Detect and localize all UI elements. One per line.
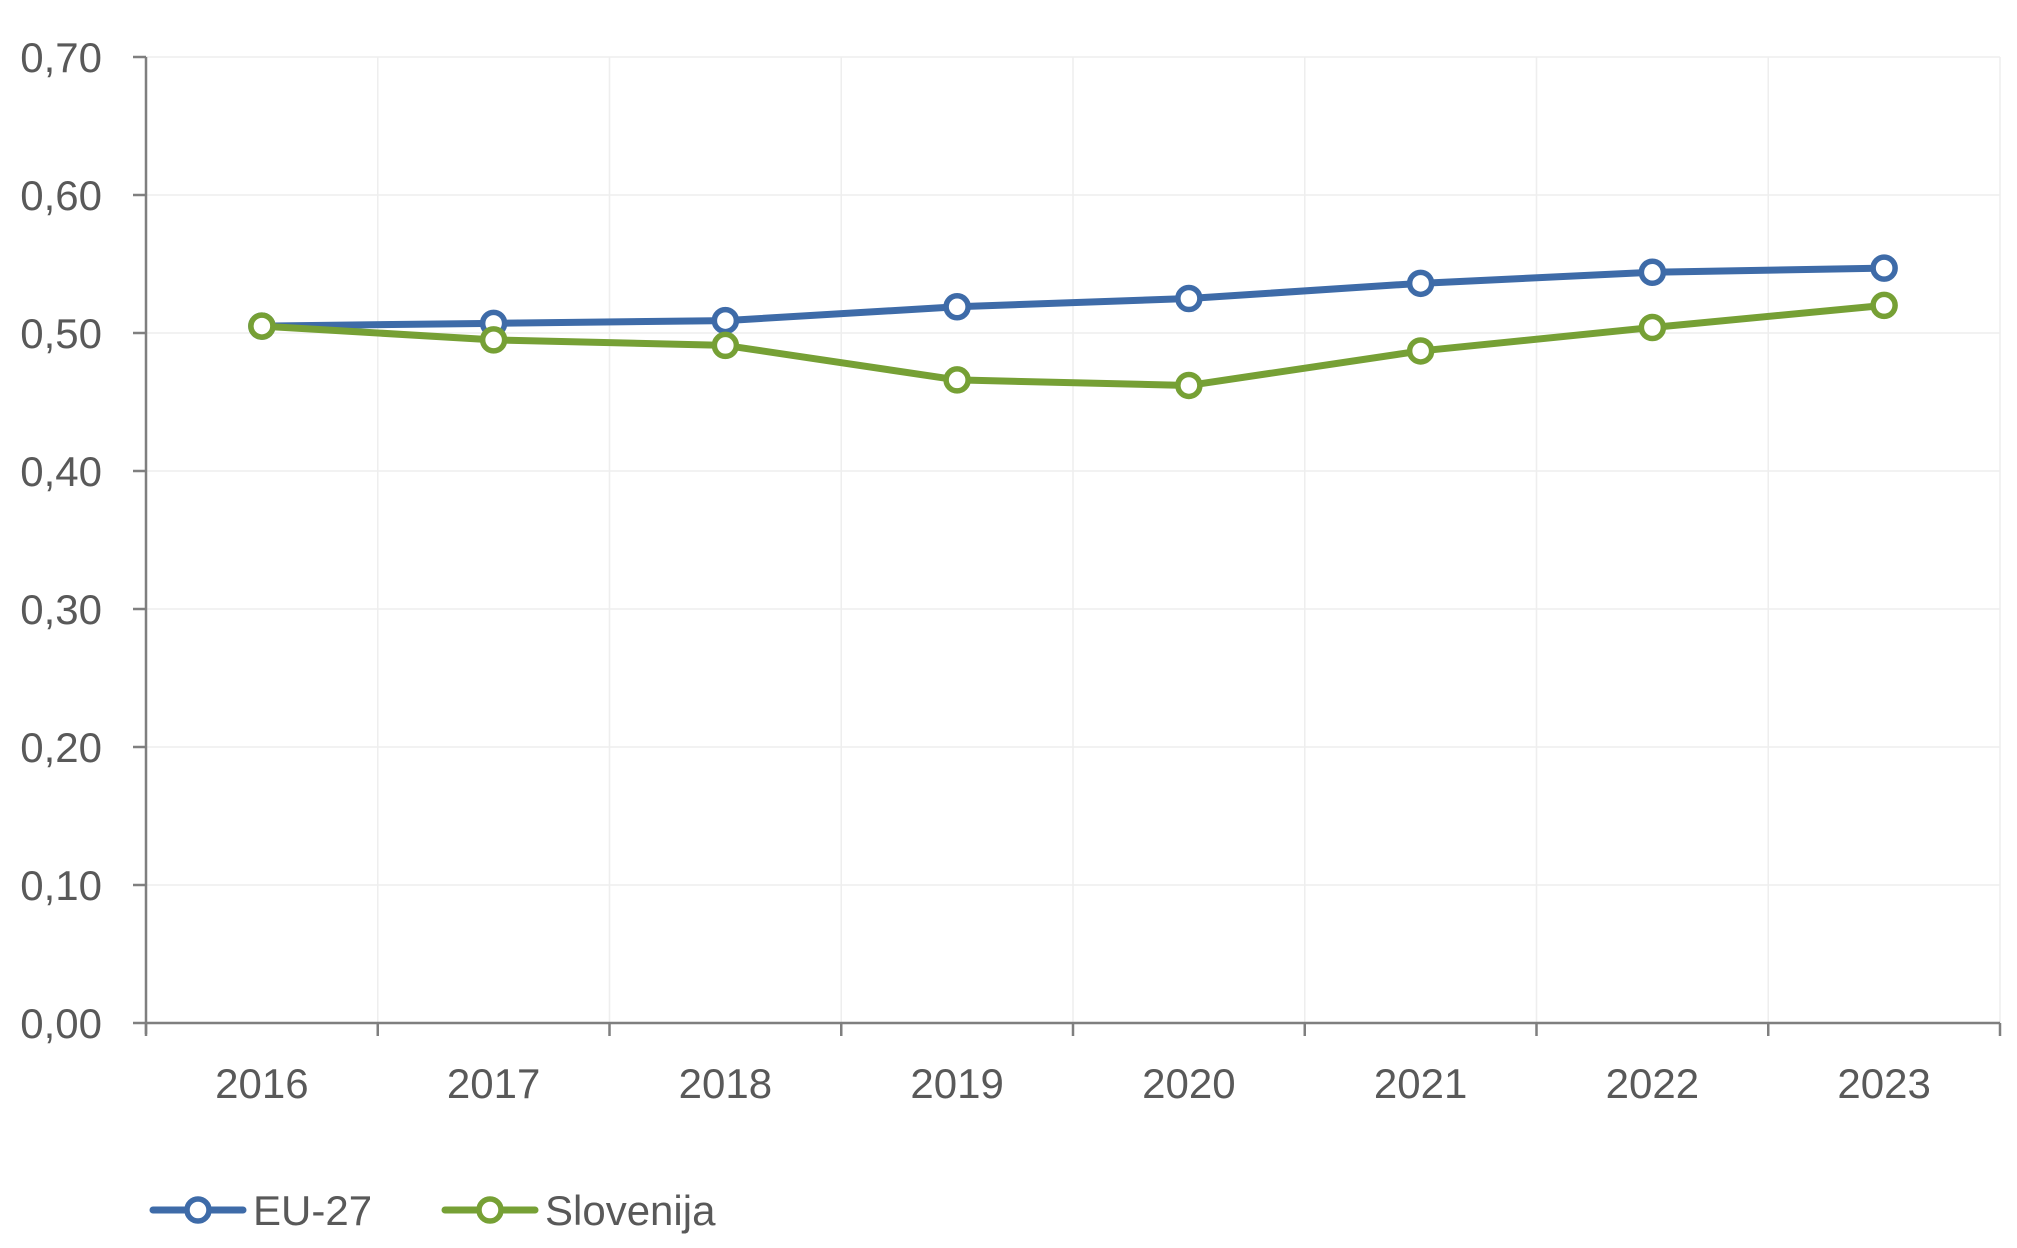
axes (133, 55, 2002, 1036)
data-point (1870, 291, 1898, 320)
y-tick-label: 0,60 (20, 172, 102, 219)
y-tick-label: 0,30 (20, 586, 102, 633)
legend-label: Slovenija (545, 1187, 716, 1234)
legend-label: EU-27 (253, 1187, 372, 1234)
legend-item: Slovenija (441, 1187, 716, 1234)
series-line (258, 264, 1888, 330)
data-point (1175, 371, 1203, 400)
data-point (1175, 284, 1203, 313)
data-point (943, 293, 971, 321)
data-point (1638, 313, 1667, 342)
data-point (1406, 269, 1435, 298)
series (248, 254, 1898, 400)
x-tick-label: 2023 (1837, 1060, 1930, 1107)
data-point (1406, 337, 1435, 365)
x-axis-tick-labels: 2016 2017 2018 2019 2020 2021 2022 2023 (215, 1060, 1931, 1107)
y-tick-label: 0,40 (20, 448, 102, 495)
data-point (1870, 254, 1898, 282)
legend-item: EU-27 (149, 1187, 372, 1234)
y-tick-label: 0,00 (20, 1000, 102, 1047)
x-tick-label: 2021 (1374, 1060, 1467, 1107)
series-line (258, 301, 1888, 389)
y-tick-label: 0,10 (20, 862, 102, 909)
legend-swatch-marker (184, 1196, 212, 1224)
x-tick-label: 2022 (1606, 1060, 1699, 1107)
data-point (711, 306, 740, 335)
x-tick-label: 2018 (679, 1060, 772, 1107)
series-2 (248, 291, 1898, 400)
x-tick-label: 2017 (447, 1060, 540, 1107)
data-point (1638, 258, 1667, 287)
x-tick-label: 2020 (1142, 1060, 1235, 1107)
data-point (248, 312, 276, 340)
y-tick-label: 0,70 (20, 34, 102, 81)
data-point (943, 366, 971, 394)
data-point (711, 331, 740, 360)
legend: EU-27 Slovenija (149, 1187, 716, 1234)
y-tick-label: 0,50 (20, 310, 102, 357)
grid (146, 56, 2001, 1023)
x-tick-label: 2016 (215, 1060, 308, 1107)
data-point (479, 326, 508, 354)
y-axis-tick-labels: 0,00 0,10 0,20 0,30 0,40 0,50 0,60 0,70 (20, 34, 102, 1047)
y-tick-label: 0,20 (20, 724, 102, 771)
legend-swatch-marker (476, 1196, 504, 1224)
x-tick-label: 2019 (910, 1060, 1003, 1107)
